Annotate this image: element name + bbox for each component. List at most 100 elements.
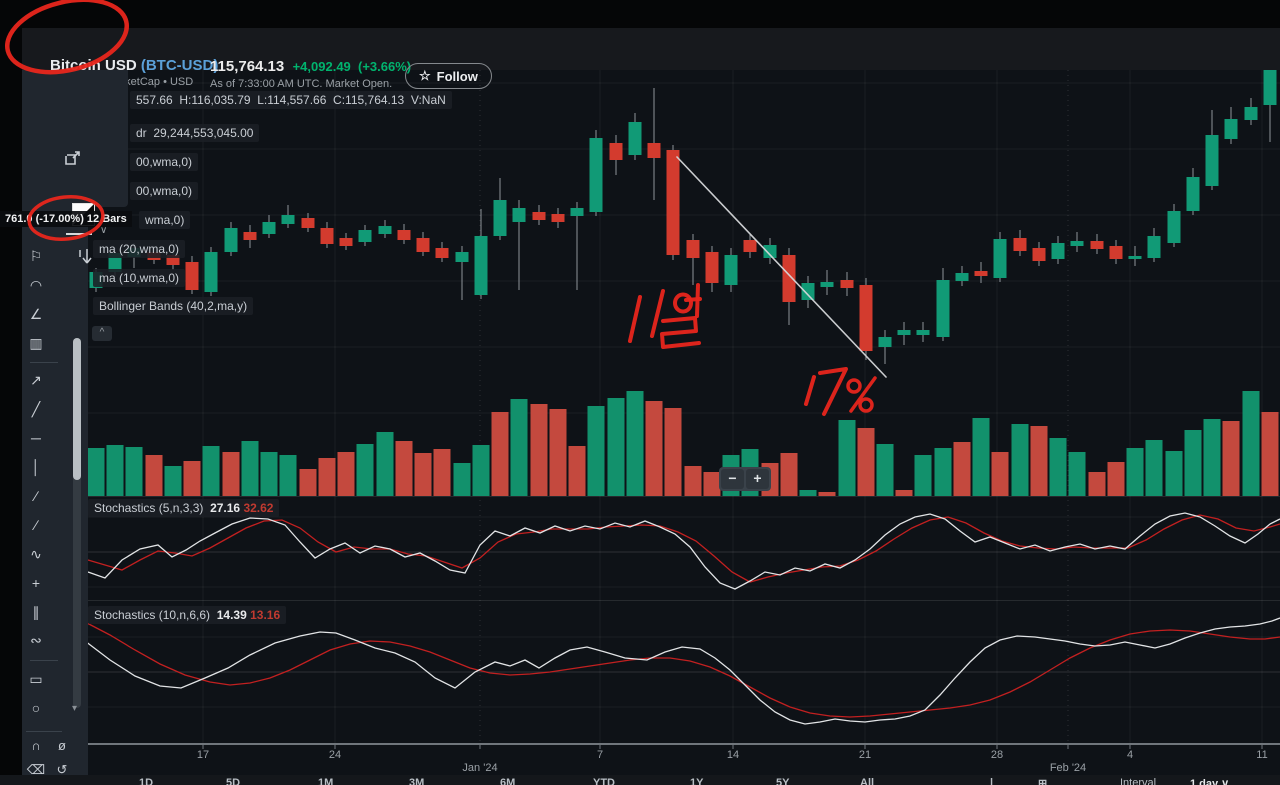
volume-bar	[1011, 424, 1029, 496]
volume-bar	[1126, 448, 1144, 496]
stoch2-legend[interactable]: Stochastics (10,n,6,6) 14.39 13.16	[88, 606, 287, 624]
range-button-6m[interactable]: 6M	[500, 777, 516, 785]
vertical-line-tool-icon[interactable]: │	[31, 459, 41, 475]
x-axis-day-label: 21	[858, 749, 872, 761]
volume-bar	[914, 455, 932, 496]
volume-bar	[972, 418, 990, 496]
follow-button[interactable]: ☆ Follow	[405, 63, 492, 89]
toolbar-divider	[30, 660, 58, 661]
brush-tool-icon[interactable]: ∾	[30, 632, 42, 648]
candle-body	[204, 252, 218, 292]
hide-drawings-icon[interactable]: ø	[58, 738, 66, 753]
volume-bar	[934, 448, 952, 496]
candle-body	[993, 239, 1007, 278]
volume-bar	[607, 398, 625, 496]
candle-body	[801, 283, 815, 300]
volume-bar	[857, 428, 875, 496]
interval-select[interactable]: 1 day ∨	[1190, 778, 1230, 785]
pattern-bars-tool-icon[interactable]: ▥	[29, 335, 43, 351]
stoch1-d-line	[87, 514, 1280, 583]
volume-bar	[1030, 426, 1048, 496]
ma100-legend[interactable]: 00,wma,0)	[130, 182, 199, 200]
candle-body	[724, 255, 738, 285]
volume-bar	[530, 404, 548, 496]
arrow-tool-icon[interactable]: ↗	[30, 372, 42, 388]
ma50-legend[interactable]: wma,0)	[139, 211, 191, 229]
volume-bar	[510, 399, 528, 496]
undo-icon[interactable]: ↺	[56, 762, 68, 777]
volume-bar	[1107, 462, 1125, 496]
cross-tool-icon[interactable]: +	[31, 575, 41, 591]
interval-label: Interval	[1120, 777, 1157, 785]
x-axis-day-label: 17	[196, 749, 210, 761]
trash-icon[interactable]: ⌫	[26, 762, 46, 777]
candle-body	[281, 215, 295, 224]
volume-bar	[1165, 451, 1183, 496]
collapse-legend-button[interactable]: ^	[92, 326, 112, 341]
candle-body	[609, 143, 623, 160]
zoom-in-button[interactable]: +	[746, 469, 769, 489]
toolbar-divider	[30, 362, 58, 363]
volume-bar	[876, 444, 894, 496]
parallel-channel-tool-icon[interactable]: ∥	[32, 604, 40, 620]
drawing-settings-popup: ∨	[22, 70, 128, 264]
arrow-style-icon[interactable]	[75, 246, 95, 268]
segment-tool-icon[interactable]: ∕	[34, 517, 38, 533]
candle-body	[1109, 246, 1123, 259]
volume-bar	[125, 447, 143, 496]
range-button-3m[interactable]: 3M	[409, 777, 425, 785]
zoom-out-button[interactable]: −	[721, 469, 744, 489]
range-button-1m[interactable]: 1M	[318, 777, 334, 785]
symbol-ticker: (BTC-USD)	[140, 57, 219, 74]
scroll-down-icon[interactable]: ▾	[72, 703, 78, 714]
range-button-5y[interactable]: 5Y	[776, 777, 790, 785]
ma200-legend[interactable]: 00,wma,0)	[130, 153, 199, 171]
volume-bar	[106, 445, 124, 496]
zigzag-tool-icon[interactable]: ∿	[30, 546, 42, 562]
candle-body	[820, 282, 834, 287]
star-icon: ☆	[419, 68, 431, 83]
toolbar-divider	[26, 731, 62, 732]
arc-fan-tool-icon[interactable]: ◠	[29, 277, 43, 293]
volume-bar	[838, 420, 856, 496]
range-button-ytd[interactable]: YTD	[593, 777, 615, 785]
range-button-all[interactable]: All	[860, 777, 875, 785]
toolbar-scrollbar-track[interactable]	[73, 338, 81, 708]
volume-bar	[145, 455, 163, 496]
toolbar-scrollbar-thumb[interactable]	[73, 338, 81, 480]
line-style-picker[interactable]	[66, 233, 92, 235]
trend-angle-tool-icon[interactable]: ∠	[29, 306, 43, 322]
candle-body	[320, 228, 334, 244]
horizontal-line-tool-icon[interactable]: ─	[31, 430, 41, 446]
range-button-⊞[interactable]: ⊞	[1038, 778, 1048, 785]
ray-tool-icon[interactable]: ∕	[34, 488, 38, 504]
volume-bar	[549, 409, 567, 496]
open-external-icon[interactable]	[65, 150, 82, 167]
candle-body	[743, 240, 757, 252]
candle-body	[974, 271, 988, 276]
volume-bar	[818, 492, 836, 496]
volume-bar	[356, 444, 374, 496]
candle-body	[666, 150, 680, 255]
rectangle-tool-icon[interactable]: ▭	[29, 671, 43, 687]
magnet-icon[interactable]: ∩	[31, 738, 41, 753]
ma20-legend[interactable]: ma (20,wma,0)	[93, 240, 186, 258]
stoch1-legend[interactable]: Stochastics (5,n,3,3) 27.16 32.62	[88, 499, 280, 517]
last-price: 115,764.13	[210, 58, 293, 75]
candle-body	[570, 208, 584, 216]
range-button-|[interactable]: |	[990, 777, 994, 785]
candle-body	[859, 285, 873, 351]
range-button-1d[interactable]: 1D	[139, 777, 154, 785]
volume-bar	[1242, 391, 1260, 496]
trendline-tool-icon[interactable]: ╱	[31, 401, 41, 417]
measure-flag-tool-icon[interactable]: ⚐	[29, 248, 43, 264]
range-button-5d[interactable]: 5D	[226, 777, 241, 785]
bollinger-legend[interactable]: Bollinger Bands (40,2,ma,y)	[93, 297, 254, 315]
volume-bar	[299, 469, 317, 496]
ellipse-tool-icon[interactable]: ○	[31, 700, 41, 716]
range-button-1y[interactable]: 1Y	[690, 777, 704, 785]
candle-body	[301, 218, 315, 228]
volume-bar	[395, 441, 413, 496]
ma10-legend[interactable]: ma (10,wma,0)	[93, 269, 186, 287]
